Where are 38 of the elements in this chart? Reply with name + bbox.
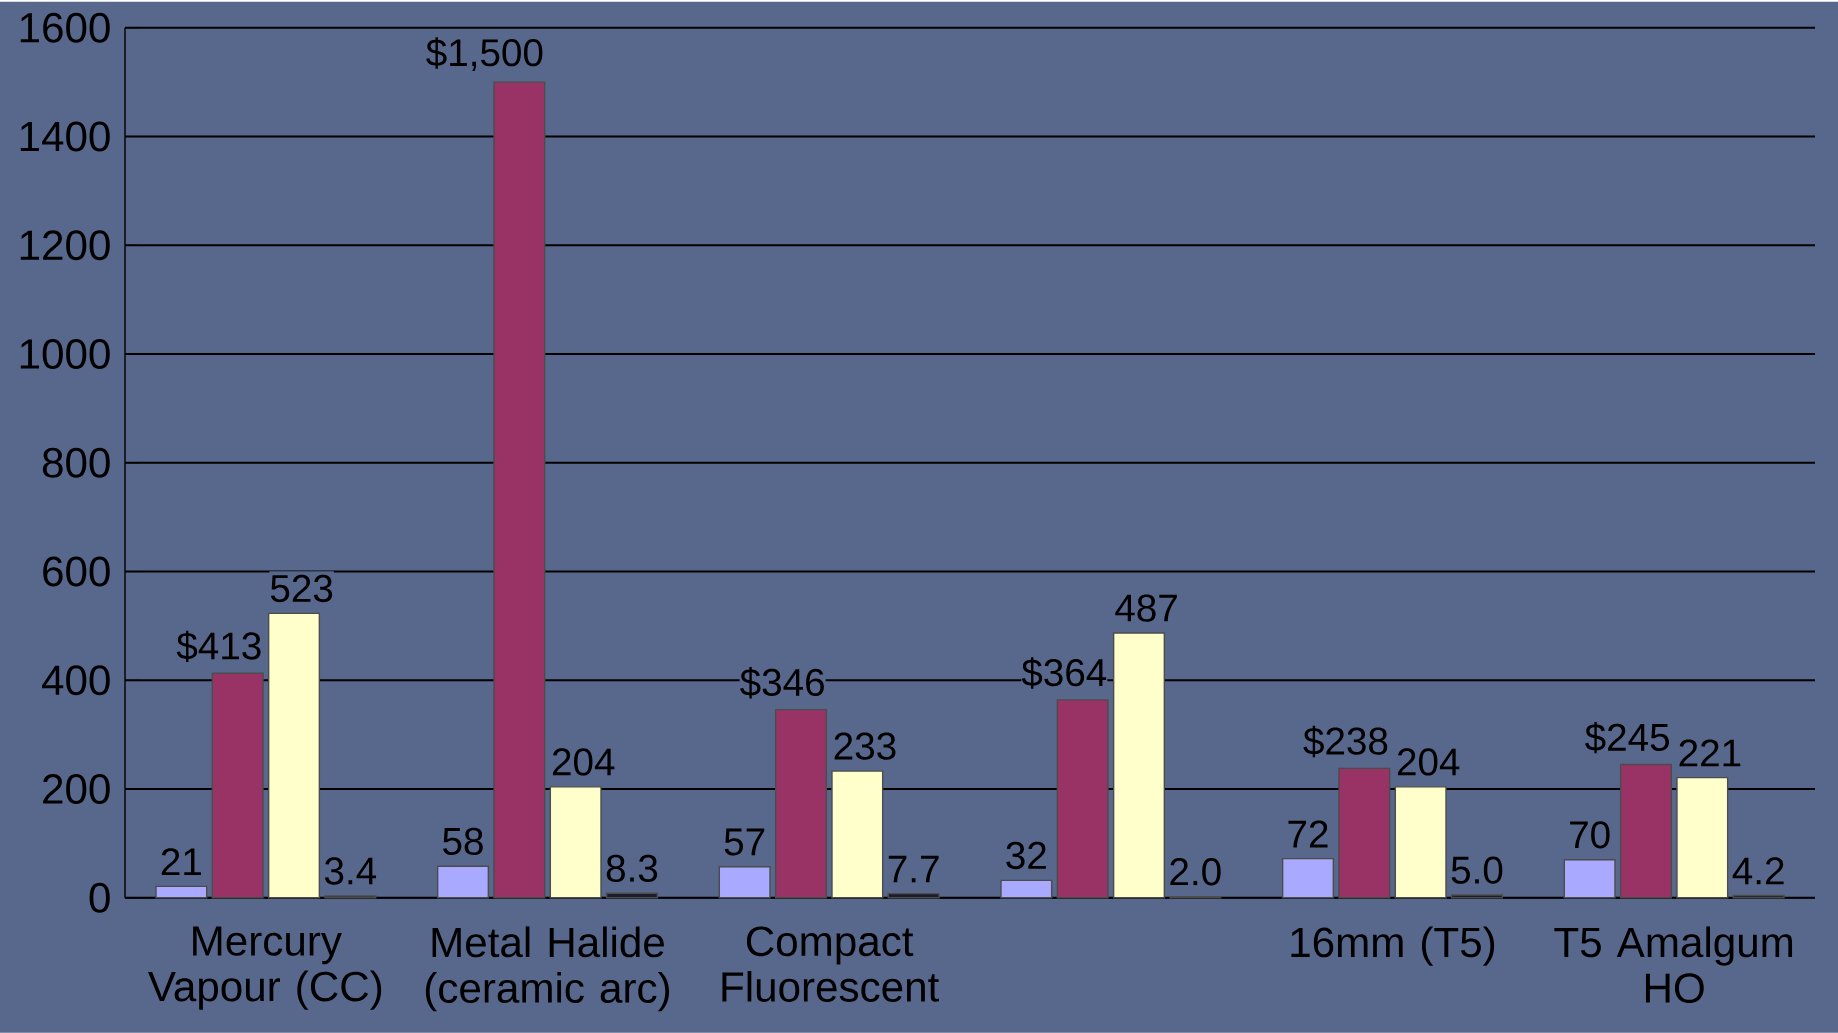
data-label: $346 <box>740 667 824 699</box>
data-label: 221 <box>1679 739 1741 767</box>
data-label: 5.0 <box>1451 856 1503 884</box>
y-tick-label: 1200 <box>20 230 110 261</box>
data-label: 57 <box>724 828 765 856</box>
x-tick-label: 16mm (T5) <box>1291 926 1495 966</box>
data-label: $238 <box>1303 725 1388 758</box>
data-label: 487 <box>1115 594 1177 622</box>
data-label: 32 <box>1006 841 1046 870</box>
x-tick-label: T5 Amalgum HO <box>1554 926 1793 1004</box>
data-label: $364 <box>1021 657 1107 689</box>
data-label: 8.3 <box>606 854 658 883</box>
data-label: 4.2 <box>1732 857 1784 885</box>
y-tick-label: 1000 <box>20 339 110 370</box>
data-label: $1,500 <box>426 37 543 72</box>
data-label: 72 <box>1288 820 1328 848</box>
data-label: 2.0 <box>1170 858 1221 886</box>
data-label: $245 <box>1585 722 1669 754</box>
data-label: $413 <box>176 630 261 663</box>
data-label: 7.7 <box>888 855 939 883</box>
y-tick-label: 1600 <box>20 12 110 43</box>
data-label: 204 <box>552 748 615 776</box>
data-label: 233 <box>834 732 896 760</box>
y-tick-label: 800 <box>42 447 110 478</box>
y-tick-label: 600 <box>43 556 110 587</box>
y-tick-label: 1400 <box>20 121 110 152</box>
data-label: 58 <box>443 827 483 856</box>
data-label: 21 <box>161 848 201 876</box>
data-label: 204 <box>1397 748 1460 776</box>
x-tick-label: Mercury Vapour (CC) <box>148 926 382 1010</box>
data-label: 523 <box>270 574 333 603</box>
data-label: 70 <box>1570 821 1610 849</box>
x-tick-label: Metal Halide (ceramic arc) <box>425 926 669 1012</box>
data-label: 3.4 <box>324 857 377 885</box>
y-tick-label: 0 <box>89 882 110 913</box>
x-tick-label: Compact Fluorescent <box>722 926 939 1003</box>
y-tick-label: 200 <box>43 774 110 805</box>
y-tick-label: 400 <box>42 665 110 696</box>
